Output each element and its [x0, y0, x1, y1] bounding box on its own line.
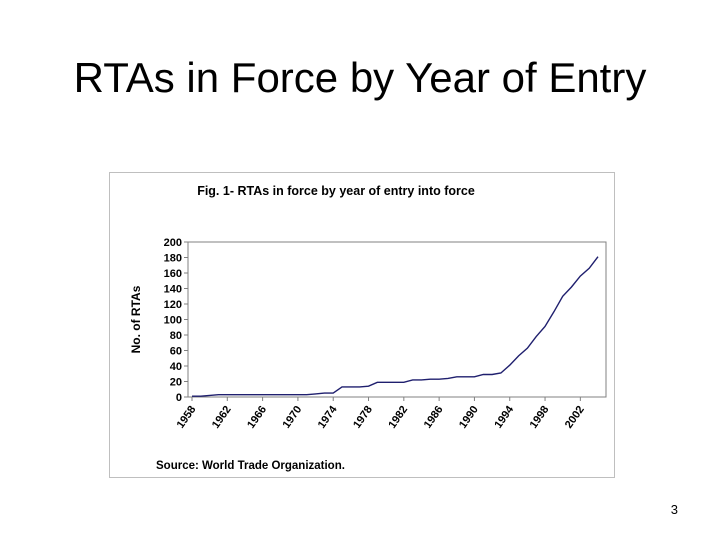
- y-tick-label: 120: [164, 299, 182, 311]
- x-tick-label: 1958: [175, 404, 199, 431]
- y-tick-label: 0: [176, 392, 182, 404]
- line-chart: Fig. 1- RTAs in force by year of entry i…: [129, 184, 607, 472]
- y-tick-label: 100: [164, 315, 182, 327]
- x-tick-label: 1994: [492, 403, 516, 431]
- y-tick-label: 180: [164, 253, 182, 265]
- x-tick-label: 1986: [422, 404, 446, 431]
- y-tick-label: 140: [164, 284, 182, 296]
- y-tick-label: 80: [170, 330, 182, 342]
- y-tick-label: 160: [164, 268, 182, 280]
- x-tick-label: 1990: [457, 404, 481, 431]
- y-axis-ticks: 0 20 40 60 80 100 120 140 160 180 200: [164, 237, 188, 404]
- x-tick-label: 1970: [280, 404, 304, 431]
- slide-title: RTAs in Force by Year of Entry: [73, 54, 647, 101]
- x-tick-label: 1962: [210, 404, 234, 431]
- chart-title: Fig. 1- RTAs in force by year of entry i…: [197, 184, 475, 198]
- y-tick-label: 40: [170, 361, 182, 373]
- series-line: [192, 256, 599, 397]
- plot-area: [187, 241, 607, 398]
- page-number: 3: [670, 502, 678, 517]
- x-tick-label: 1974: [316, 403, 340, 431]
- chart-figure: Fig. 1- RTAs in force by year of entry i…: [109, 172, 615, 478]
- x-tick-label: 1966: [245, 404, 269, 431]
- x-axis-ticks: 1958 1962 1966 1970 1974 1978 1982 1986 1990 1994…: [175, 397, 587, 431]
- x-tick-label: 1998: [528, 404, 552, 431]
- x-tick-label: 2002: [563, 404, 587, 431]
- chart-source: Source: World Trade Organization.: [156, 460, 345, 472]
- x-tick-label: 1982: [386, 404, 410, 431]
- x-tick-label: 1978: [351, 404, 375, 431]
- y-tick-label: 60: [170, 346, 182, 358]
- y-tick-label: 20: [170, 377, 182, 389]
- y-axis-label: No. of RTAs: [129, 285, 143, 353]
- y-tick-label: 200: [164, 237, 182, 249]
